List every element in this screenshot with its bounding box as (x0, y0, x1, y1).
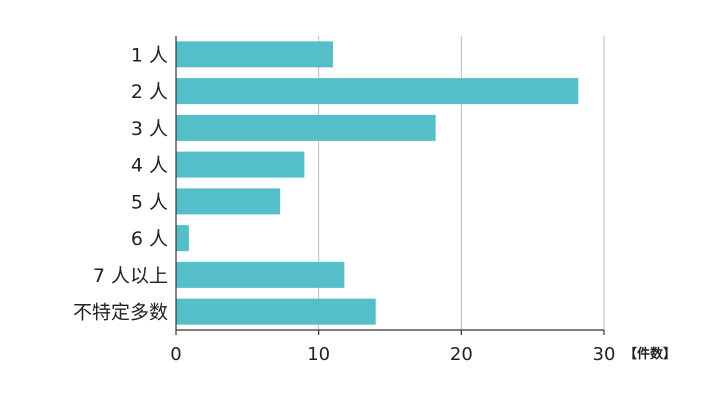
bar-2 (176, 78, 579, 105)
x-unit-label: 【件数】 (624, 346, 676, 362)
bar-6 (176, 225, 189, 252)
x-tick-label-20: 20 (450, 344, 473, 365)
bar-1 (176, 41, 333, 68)
axes (175, 36, 605, 335)
category-label-8: 不特定多数 (73, 302, 168, 324)
x-tick-label-0: 0 (170, 344, 181, 365)
x-tick-label-10: 10 (307, 344, 330, 365)
bar-8 (176, 298, 376, 325)
category-label-4: 4 人 (131, 155, 168, 177)
bar-4 (176, 151, 305, 178)
category-label-5: 5 人 (131, 191, 168, 213)
bar-5 (176, 188, 281, 215)
bar-3 (176, 114, 436, 141)
x-tick-label-30: 30 (593, 344, 616, 365)
category-label-1: 1 人 (131, 44, 168, 66)
category-label-2: 2 人 (131, 81, 168, 103)
category-label-7: 7 人以上 (93, 265, 168, 287)
bar-7 (176, 261, 345, 288)
category-label-3: 3 人 (131, 118, 168, 140)
category-label-6: 6 人 (131, 228, 168, 250)
bars (176, 41, 579, 325)
